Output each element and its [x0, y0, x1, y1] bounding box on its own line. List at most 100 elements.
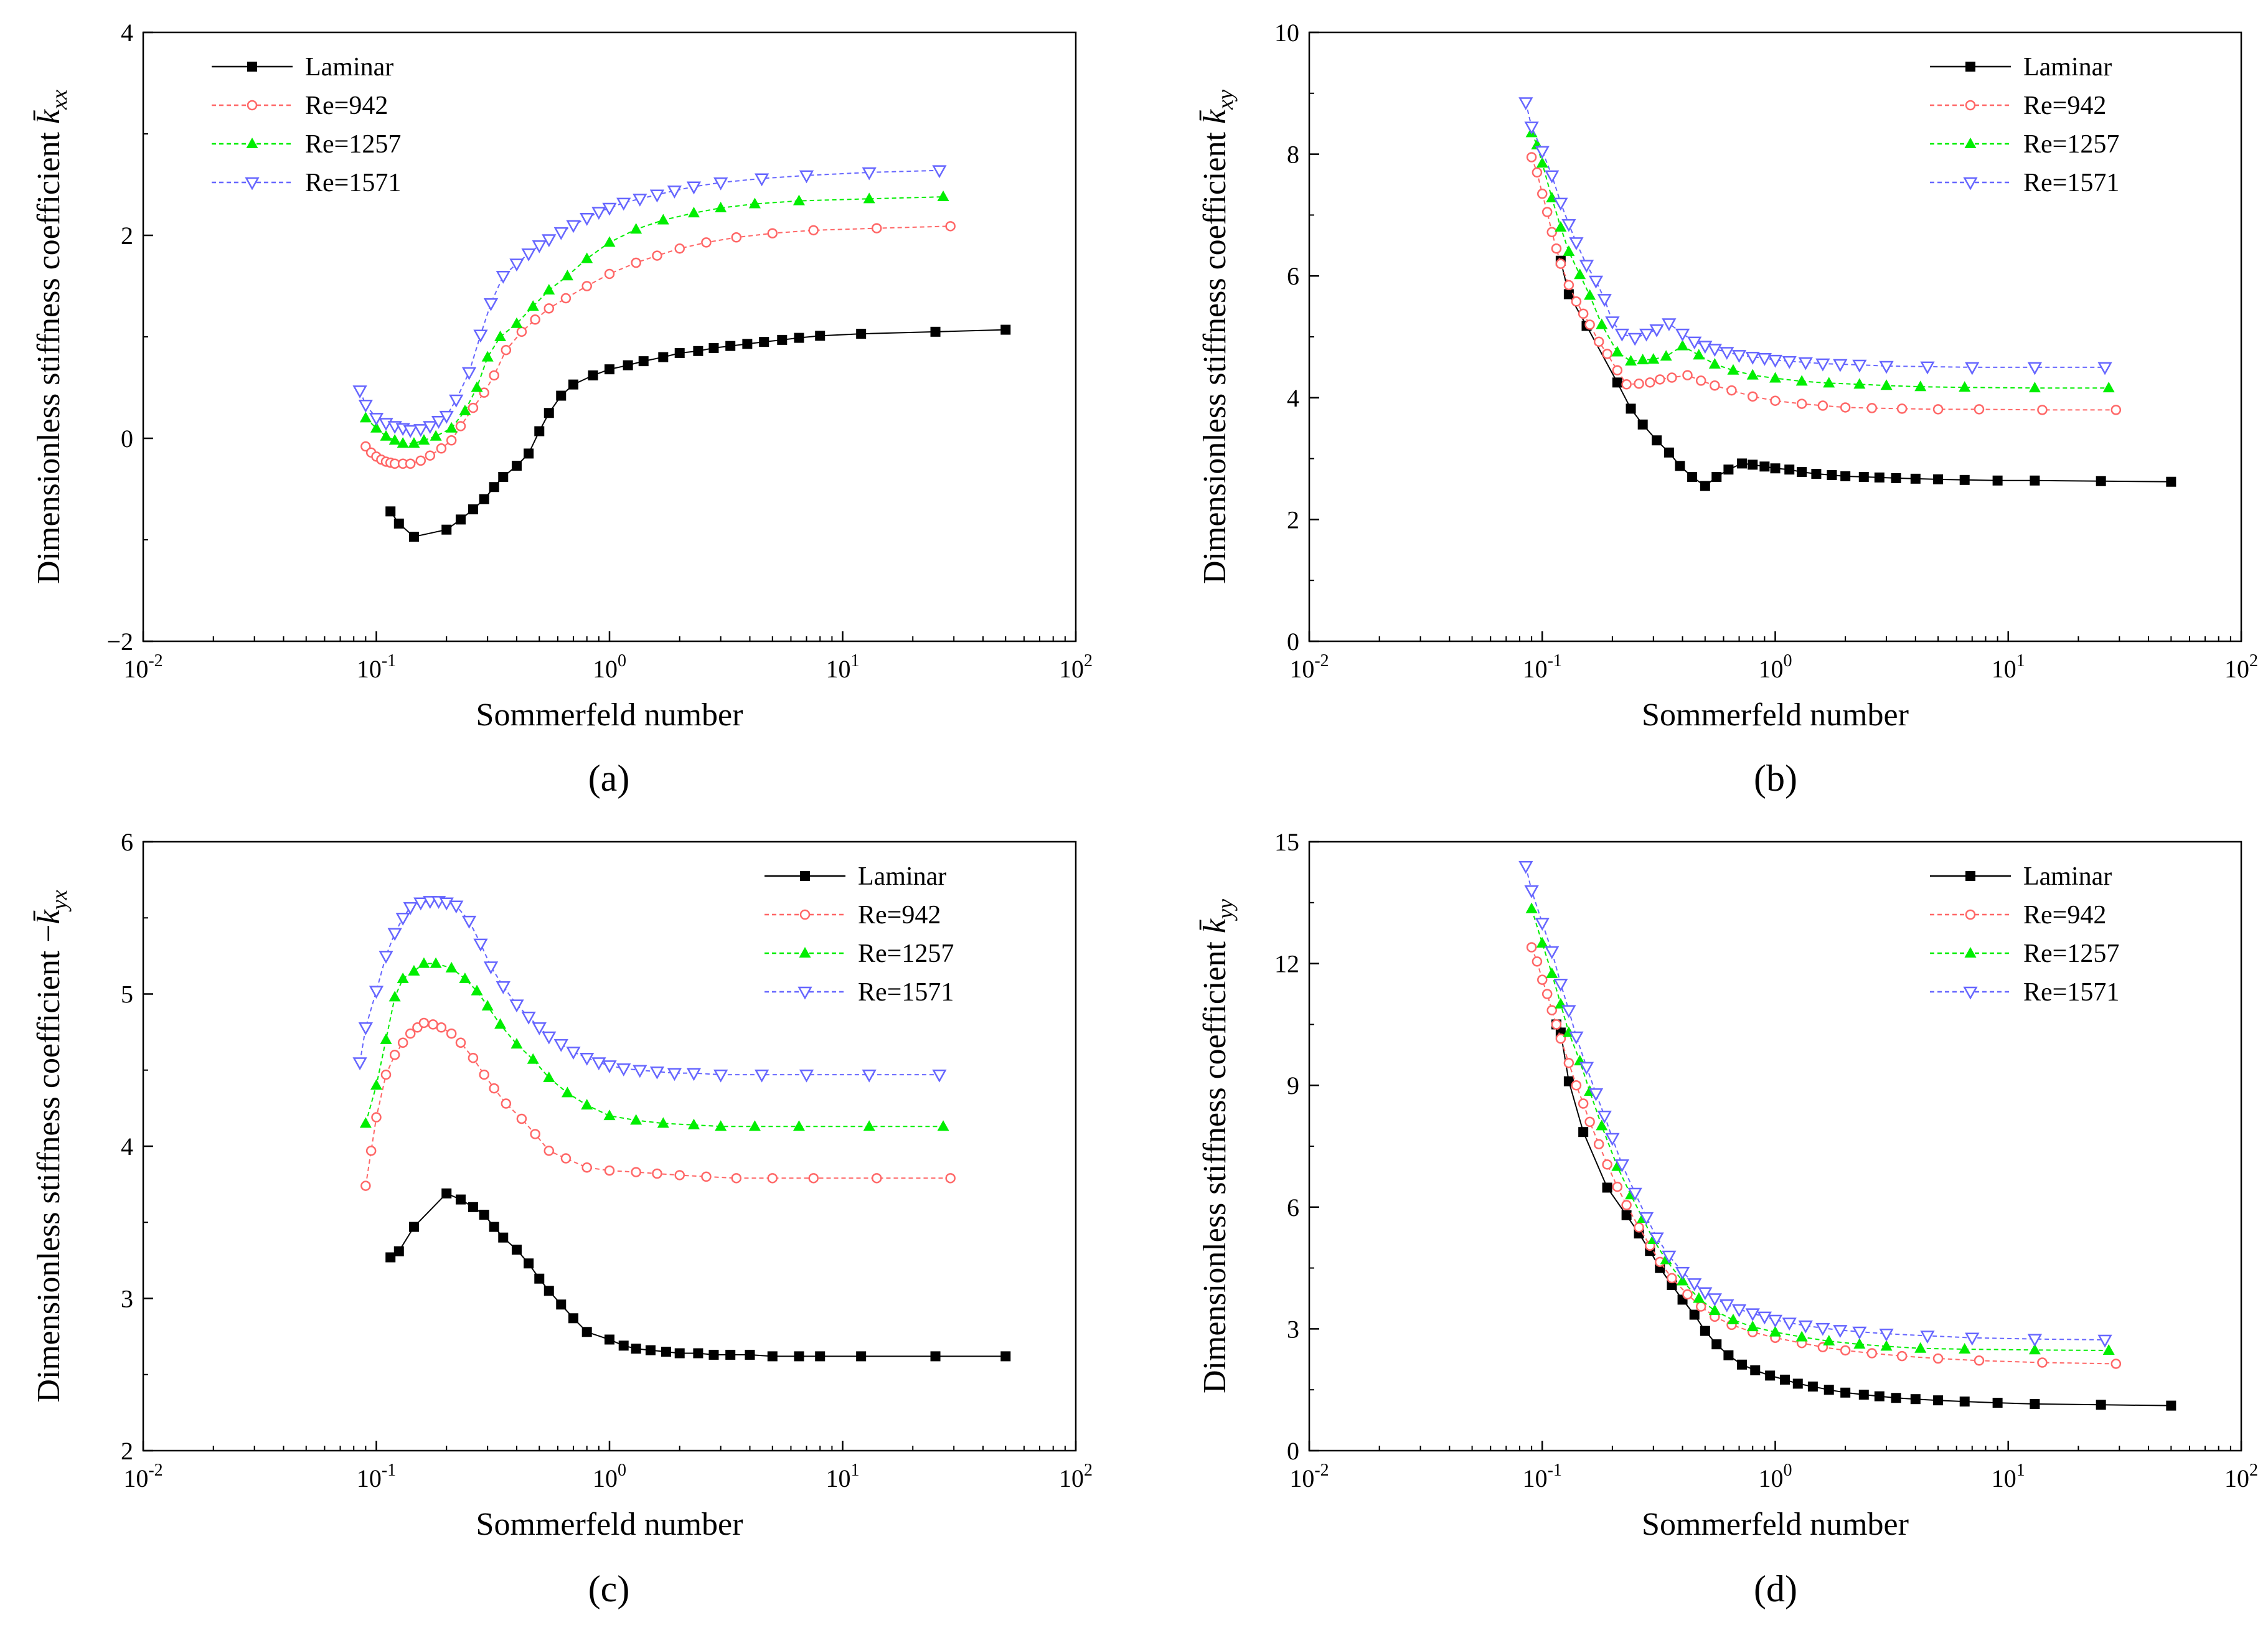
- data-point: [1526, 152, 1537, 162]
- y-tick-label: 4: [1287, 384, 1299, 412]
- data-point: [408, 532, 419, 542]
- y-tick-label: 2: [121, 1437, 133, 1465]
- legend-label: Re=1571: [2023, 978, 2119, 1007]
- data-point: [369, 986, 384, 999]
- series-line: [365, 196, 944, 445]
- data-point: [633, 1065, 647, 1078]
- legend-label: Re=1257: [305, 130, 401, 159]
- data-point: [461, 367, 477, 380]
- data-point: [393, 1246, 404, 1256]
- data-point: [1537, 188, 1548, 199]
- y-tick-label: 4: [121, 19, 133, 47]
- data-point: [1723, 1350, 1734, 1360]
- data-point: [1891, 473, 1901, 483]
- data-point: [1551, 1019, 1562, 1030]
- x-tick-label: 101: [1992, 651, 2025, 683]
- data-point: [496, 981, 511, 994]
- data-point: [708, 1349, 719, 1360]
- data-point: [446, 435, 457, 446]
- data-point: [580, 213, 595, 226]
- series-laminar: [1551, 1019, 2176, 1411]
- data-point: [2028, 382, 2041, 393]
- data-point: [603, 1109, 616, 1121]
- data-point: [1584, 319, 1595, 330]
- data-point: [581, 1162, 592, 1173]
- data-point: [247, 62, 257, 72]
- y-axis-label: Dimensionless stiffness coefficient k̄yy: [1197, 899, 1238, 1393]
- data-point: [370, 422, 382, 433]
- data-point: [352, 385, 367, 398]
- data-point: [1625, 355, 1637, 366]
- data-point: [1833, 1325, 1848, 1338]
- data-point: [871, 223, 882, 233]
- data-point: [1932, 404, 1944, 415]
- data-point: [1535, 146, 1550, 159]
- data-point: [483, 961, 499, 975]
- series-line: [365, 963, 943, 1128]
- series-line: [1560, 260, 2172, 487]
- data-point: [418, 434, 430, 445]
- x-tick-label: 101: [826, 651, 860, 683]
- data-point: [1817, 400, 1828, 411]
- data-point: [423, 896, 438, 909]
- data-point: [561, 270, 573, 281]
- data-point: [713, 177, 728, 191]
- data-point: [1840, 471, 1851, 481]
- data-point: [1649, 1232, 1664, 1246]
- data-point: [530, 1129, 540, 1139]
- x-tick-label: 10-2: [123, 1461, 162, 1492]
- plot-frame: [1308, 841, 2242, 1452]
- data-point: [553, 1039, 568, 1052]
- data-point: [408, 437, 420, 448]
- data-point: [1578, 1127, 1589, 1138]
- data-point: [2030, 1399, 2040, 1410]
- data-point: [1720, 1299, 1734, 1312]
- data-point: [799, 170, 814, 184]
- legend-label: Laminar: [2023, 53, 2112, 82]
- data-point: [932, 1069, 947, 1083]
- data-point: [430, 957, 442, 968]
- data-point: [1840, 402, 1851, 413]
- data-point: [1737, 458, 1748, 469]
- data-point: [1695, 375, 1706, 386]
- data-point: [1891, 1393, 1901, 1403]
- data-point: [1551, 243, 1562, 254]
- data-point: [871, 1173, 882, 1184]
- data-point: [1555, 1033, 1566, 1044]
- data-point: [1612, 377, 1622, 388]
- data-point: [930, 1351, 941, 1362]
- y-tick-label: 9: [1287, 1072, 1299, 1100]
- data-point: [2097, 1334, 2112, 1348]
- data-point: [661, 1347, 672, 1357]
- data-point: [1745, 352, 1760, 365]
- data-point: [1770, 463, 1781, 474]
- data-point: [799, 947, 811, 958]
- data-point: [1605, 1133, 1620, 1146]
- x-tick-label: 102: [1059, 651, 1093, 683]
- data-point: [1796, 398, 1807, 409]
- data-point: [2166, 476, 2176, 487]
- data-point: [1675, 461, 1685, 471]
- data-point: [1662, 1250, 1677, 1264]
- data-point: [553, 227, 568, 240]
- data-point: [509, 999, 524, 1013]
- data-point: [1710, 380, 1720, 391]
- data-point: [516, 326, 527, 337]
- legend-label: Re=942: [305, 92, 388, 120]
- data-point: [389, 1050, 400, 1060]
- data-point: [413, 897, 428, 911]
- data-point: [618, 1340, 629, 1351]
- data-point: [521, 1011, 536, 1025]
- data-point: [1621, 379, 1632, 390]
- data-point: [581, 1327, 592, 1337]
- data-point: [1535, 918, 1550, 931]
- data-point: [1555, 258, 1566, 269]
- data-point: [1896, 1350, 1908, 1362]
- data-point: [1652, 435, 1662, 446]
- y-tick-label: 0: [1287, 628, 1299, 656]
- legend-label: Laminar: [305, 53, 393, 82]
- data-point: [1807, 1381, 1818, 1392]
- data-point: [245, 177, 260, 191]
- data-point: [605, 364, 614, 375]
- y-tick-label: 2: [121, 222, 133, 250]
